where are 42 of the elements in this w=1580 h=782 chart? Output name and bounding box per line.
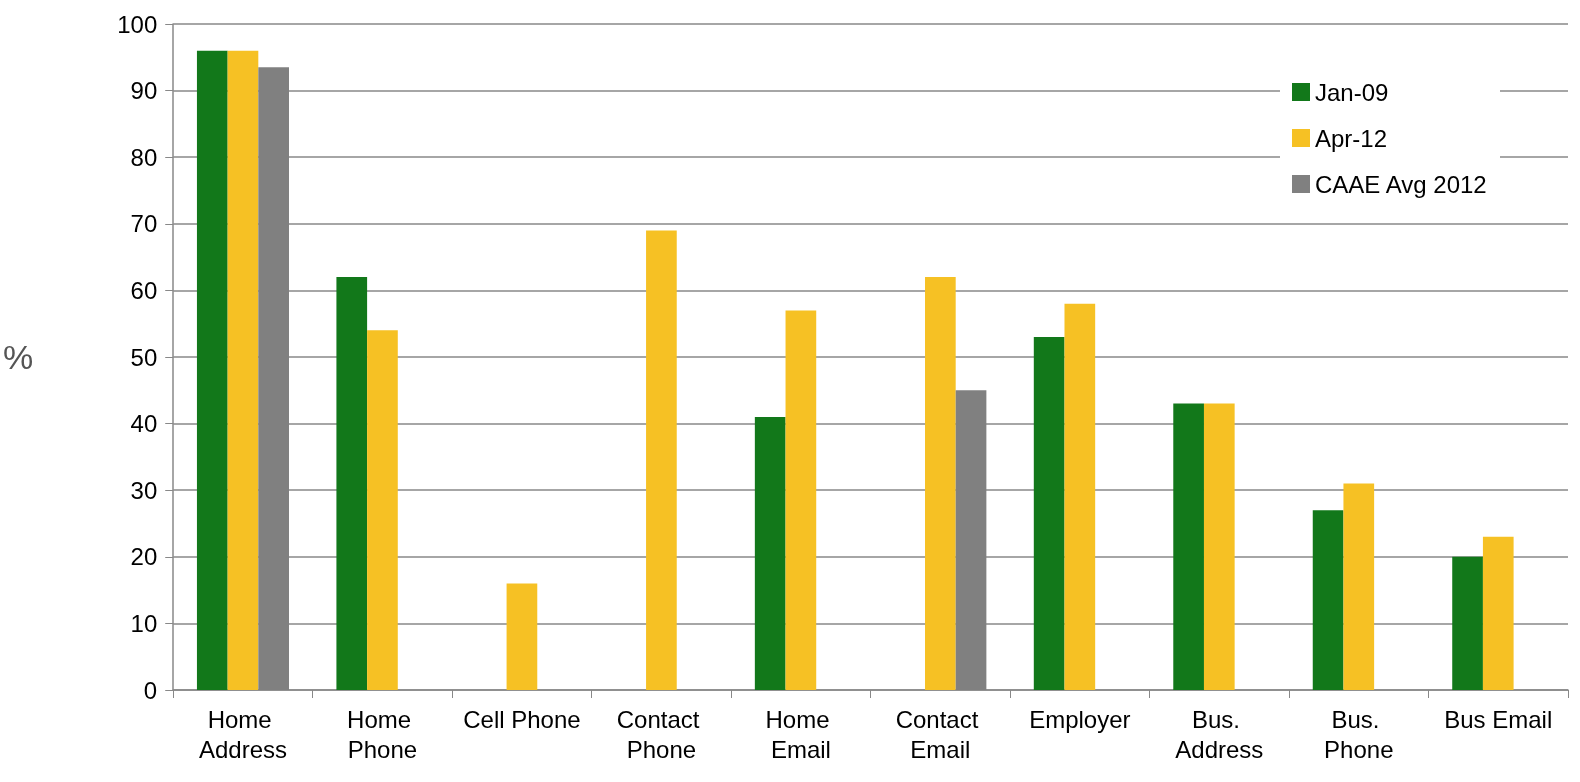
bar: [367, 330, 398, 690]
bar: [336, 277, 368, 690]
y-tick-label: 90: [130, 77, 158, 105]
bar: [1343, 483, 1375, 690]
legend-label: Apr-12: [1315, 124, 1388, 152]
bar: [1452, 556, 1483, 690]
x-tick-label: Bus Email: [1444, 705, 1553, 733]
y-tick-label: 70: [130, 210, 158, 238]
legend-label: CAAE Avg 2012: [1315, 170, 1487, 198]
bar: [646, 230, 677, 690]
x-tick-label: Home Phone: [347, 705, 418, 763]
bar: [925, 277, 956, 690]
y-tick-label: 80: [130, 143, 158, 171]
y-tick-label: 40: [130, 410, 158, 438]
y-tick-label: 10: [130, 609, 158, 637]
x-tick-label: Home Address: [198, 705, 287, 763]
bar: [1312, 510, 1344, 690]
y-tick-label: 20: [130, 543, 158, 571]
x-tick-label: Bus. Phone: [1324, 705, 1394, 763]
bar: [1064, 303, 1096, 690]
y-tick-label: 0: [143, 676, 158, 704]
x-tick-label: Bus. Address: [1175, 705, 1264, 763]
y-tick-label: 100: [117, 10, 158, 38]
y-tick-label: 50: [130, 343, 158, 371]
y-tick-label: 30: [130, 476, 158, 504]
bar: [1033, 337, 1065, 690]
x-tick-label: Home Email: [765, 705, 837, 763]
x-tick-label: Employer: [1029, 705, 1131, 733]
legend-label: Jan-09: [1315, 78, 1389, 106]
bar: [754, 416, 786, 690]
bar: [196, 50, 228, 690]
bar: [1482, 536, 1514, 690]
bar: [1203, 403, 1235, 690]
bar: [1173, 403, 1204, 690]
bar: [227, 50, 259, 690]
x-tick-label: Contact Email: [895, 705, 986, 763]
y-axis-title: %: [3, 338, 34, 376]
y-tick-label: 60: [130, 276, 158, 304]
bar: [785, 310, 817, 690]
x-tick-label: Cell Phone: [463, 705, 581, 733]
bar: [506, 583, 538, 690]
x-tick-label: Contact Phone: [616, 705, 707, 763]
